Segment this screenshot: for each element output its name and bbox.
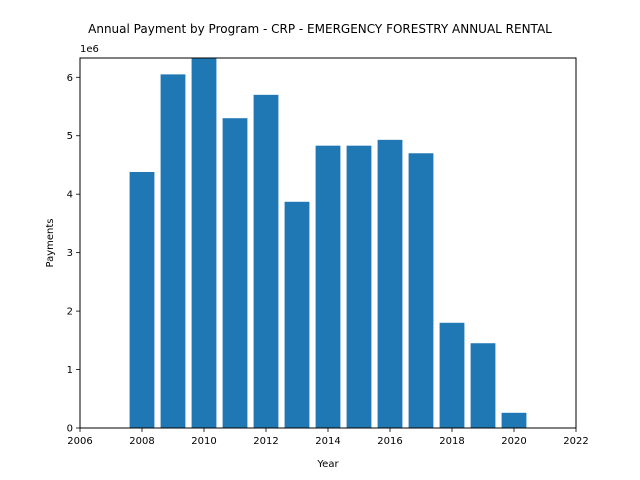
y-tick-label-0: 0 (67, 424, 73, 435)
bar-2014 (315, 145, 341, 428)
chart-title: Annual Payment by Program - CRP - EMERGE… (88, 22, 552, 36)
x-tick-label-2012: 2012 (253, 436, 278, 447)
bar-2017 (408, 153, 434, 428)
bar-2013 (284, 201, 310, 428)
bar-2010 (191, 58, 217, 428)
bar-2015 (346, 145, 372, 428)
y-tick-label-4: 4 (67, 190, 73, 201)
bar-2019 (470, 343, 496, 428)
x-tick-label-2006: 2006 (67, 436, 92, 447)
y-axis-label: Payments (45, 219, 56, 268)
bar-2009 (160, 74, 186, 428)
x-tick-label-2016: 2016 (377, 436, 402, 447)
bar-2018 (439, 322, 465, 428)
x-tick-label-2008: 2008 (129, 436, 154, 447)
bar-2008 (129, 171, 155, 428)
y-tick-label-1: 1 (67, 365, 73, 376)
y-tick-label-2: 2 (67, 307, 73, 318)
bar-2016 (377, 139, 403, 428)
y-tick-label-6: 6 (67, 73, 73, 84)
bar-2012 (253, 94, 279, 428)
x-axis: 2006 2008 2010 2012 2014 2016 2018 2020 2022 (67, 428, 589, 447)
bars-group (129, 58, 527, 428)
x-tick-label-2014: 2014 (315, 436, 340, 447)
y-axis: 0 1 2 3 4 5 6 (67, 73, 80, 435)
y-tick-label-5: 5 (67, 131, 73, 142)
bar-2011 (222, 118, 248, 428)
x-tick-label-2018: 2018 (439, 436, 464, 447)
y-multiplier-label: 1e6 (80, 44, 99, 55)
x-tick-label-2010: 2010 (191, 436, 216, 447)
x-tick-label-2022: 2022 (563, 436, 588, 447)
y-tick-label-3: 3 (67, 248, 73, 259)
bar-2020 (501, 412, 527, 428)
x-axis-label: Year (316, 459, 339, 470)
x-tick-label-2020: 2020 (501, 436, 526, 447)
